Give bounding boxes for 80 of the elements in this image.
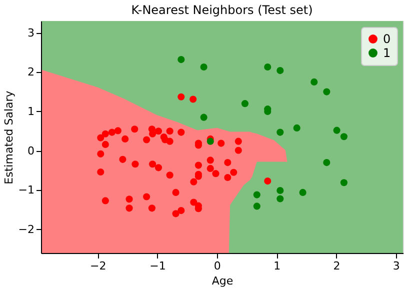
point bbox=[218, 140, 225, 147]
point bbox=[234, 146, 242, 154]
x-tick-label: 1 bbox=[274, 260, 281, 272]
point bbox=[190, 178, 198, 186]
point bbox=[241, 100, 248, 108]
legend-label: 1 bbox=[383, 46, 391, 60]
point bbox=[323, 159, 330, 166]
y-tick-label: 2 bbox=[28, 66, 34, 79]
point bbox=[97, 134, 104, 142]
point bbox=[97, 150, 104, 158]
point bbox=[122, 135, 129, 142]
point bbox=[126, 204, 133, 212]
x-tick-label: 0 bbox=[214, 260, 221, 272]
legend-label: 0 bbox=[383, 32, 391, 46]
point bbox=[148, 160, 156, 168]
point bbox=[166, 138, 174, 145]
point bbox=[333, 126, 340, 134]
point bbox=[230, 168, 238, 176]
point bbox=[178, 93, 185, 100]
point bbox=[178, 128, 185, 136]
point bbox=[166, 128, 174, 135]
point bbox=[293, 124, 300, 132]
point bbox=[310, 78, 318, 86]
point bbox=[190, 198, 198, 206]
point bbox=[148, 130, 156, 138]
point bbox=[194, 162, 202, 169]
x-tick-label: −1 bbox=[150, 260, 166, 272]
point bbox=[206, 164, 214, 172]
y-tick-label: 1 bbox=[28, 104, 34, 118]
point bbox=[172, 188, 180, 196]
point bbox=[126, 196, 133, 203]
x-tick-label: −2 bbox=[90, 260, 106, 272]
point bbox=[131, 126, 138, 133]
point bbox=[253, 191, 260, 198]
point bbox=[340, 133, 348, 140]
point bbox=[143, 193, 150, 200]
y-tick-label: 0 bbox=[28, 144, 34, 158]
point bbox=[154, 164, 162, 172]
point bbox=[119, 156, 126, 163]
point bbox=[154, 128, 162, 135]
point bbox=[143, 136, 150, 144]
point bbox=[276, 128, 284, 136]
x-tick-label: 2 bbox=[333, 260, 340, 272]
point bbox=[102, 197, 109, 204]
point bbox=[224, 159, 232, 166]
point bbox=[178, 56, 185, 64]
point bbox=[264, 178, 272, 185]
y-tick-label: −1 bbox=[18, 184, 34, 197]
point bbox=[276, 195, 284, 202]
point bbox=[148, 204, 156, 212]
point bbox=[206, 138, 214, 145]
point bbox=[166, 172, 174, 179]
point bbox=[178, 207, 185, 214]
point bbox=[132, 160, 139, 168]
y-tick-label: −2 bbox=[18, 222, 34, 236]
y-tick-label: 3 bbox=[28, 26, 34, 40]
x-axis-title: Age bbox=[212, 274, 234, 288]
point bbox=[206, 156, 214, 164]
point bbox=[234, 138, 242, 145]
point bbox=[200, 63, 208, 71]
point bbox=[102, 140, 109, 148]
point bbox=[224, 174, 232, 182]
point bbox=[212, 170, 220, 178]
point bbox=[253, 202, 260, 210]
point bbox=[108, 128, 116, 136]
chart-title: K-Nearest Neighbors (Test set) bbox=[131, 3, 313, 17]
point bbox=[323, 88, 330, 96]
x-tick-label: 3 bbox=[392, 260, 400, 272]
point bbox=[276, 67, 284, 74]
point bbox=[264, 63, 272, 71]
point bbox=[200, 114, 208, 121]
y-axis-title: Estimated Salary bbox=[2, 90, 16, 184]
point bbox=[190, 96, 197, 103]
point bbox=[276, 186, 284, 194]
point bbox=[340, 179, 348, 186]
point bbox=[97, 168, 104, 176]
point bbox=[172, 210, 180, 218]
point bbox=[114, 127, 122, 134]
point bbox=[299, 188, 306, 196]
point bbox=[102, 130, 109, 138]
